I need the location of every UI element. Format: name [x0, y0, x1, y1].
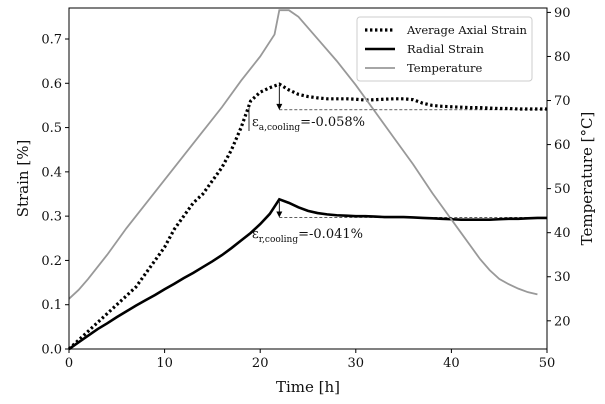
axes-layer: 0 10 20 30 40 50 0.0 0.1 0.2 0.3 0.4 0.5 0.6 0.7 20 30 4… — [41, 6, 570, 371]
annotation-arrow-head — [276, 103, 283, 110]
y-right-tick-label: 70 — [554, 94, 571, 109]
y-left-tick-label: 0.3 — [41, 210, 62, 225]
y-left-tick-label: 0.7 — [41, 33, 62, 48]
series-line-radial-strain — [68, 197, 547, 351]
series-line-temperature — [68, 9, 538, 300]
annotation-arrow-head — [276, 211, 283, 218]
y-right-tick-label: 90 — [554, 6, 571, 21]
y-right-tick-label: 30 — [554, 270, 571, 285]
legend-label-radial: Radial Strain — [407, 42, 485, 56]
annotation-axial-cooling: εa,cooling=-0.058% — [252, 115, 365, 133]
y-right-tick-label: 50 — [554, 182, 571, 197]
legend-label-temperature: Temperature — [407, 61, 483, 75]
x-tick-label: 30 — [348, 356, 365, 371]
y-left-tick-label: 0.1 — [41, 298, 62, 313]
y-left-tick-label: 0.0 — [41, 343, 62, 358]
annotation-radial-value: =-0.041% — [298, 227, 363, 242]
y-axis-left-label: Strain [%] — [14, 140, 32, 218]
y-left-tick-label: 0.5 — [41, 121, 62, 136]
annotation-axial-epsilon: ε — [252, 115, 259, 130]
y-axis-right-label: Temperature [°C] — [578, 112, 596, 246]
y-left-tick-label: 0.2 — [41, 254, 62, 269]
legend-label-axial: Average Axial Strain — [406, 23, 528, 37]
y-right-tick-label: 20 — [554, 314, 571, 329]
annotation-axial-subscript: a,cooling — [259, 123, 301, 133]
annotation-axial-value: =-0.058% — [300, 115, 365, 130]
x-axis-label: Time [h] — [276, 378, 340, 396]
annotation-radial-subscript: r,cooling — [259, 235, 299, 245]
y-left-tick-label: 0.4 — [41, 165, 62, 180]
series-line-average-axial-strain — [67, 82, 547, 351]
x-tick-label: 20 — [252, 356, 269, 371]
legend: Average Axial Strain Radial Strain Tempe… — [356, 16, 533, 82]
annotation-radial-epsilon: ε — [252, 227, 259, 242]
plot-frame — [68, 7, 548, 350]
y-right-tick-label: 60 — [554, 138, 571, 153]
x-tick-label: 40 — [443, 356, 460, 371]
x-tick-label: 50 — [539, 356, 556, 371]
y-right-tick-label: 40 — [554, 226, 571, 241]
annotation-layer: εa,cooling=-0.058% εr,cooling=-0.041% — [252, 115, 365, 245]
y-right-tick-label: 80 — [554, 50, 571, 65]
legend-box — [356, 16, 533, 82]
y-left-tick-label: 0.6 — [41, 77, 62, 92]
x-tick-label: 10 — [156, 356, 173, 371]
annotation-radial-cooling: εr,cooling=-0.041% — [252, 227, 363, 245]
marks-layer — [67, 9, 547, 351]
x-tick-label: 0 — [65, 356, 73, 371]
